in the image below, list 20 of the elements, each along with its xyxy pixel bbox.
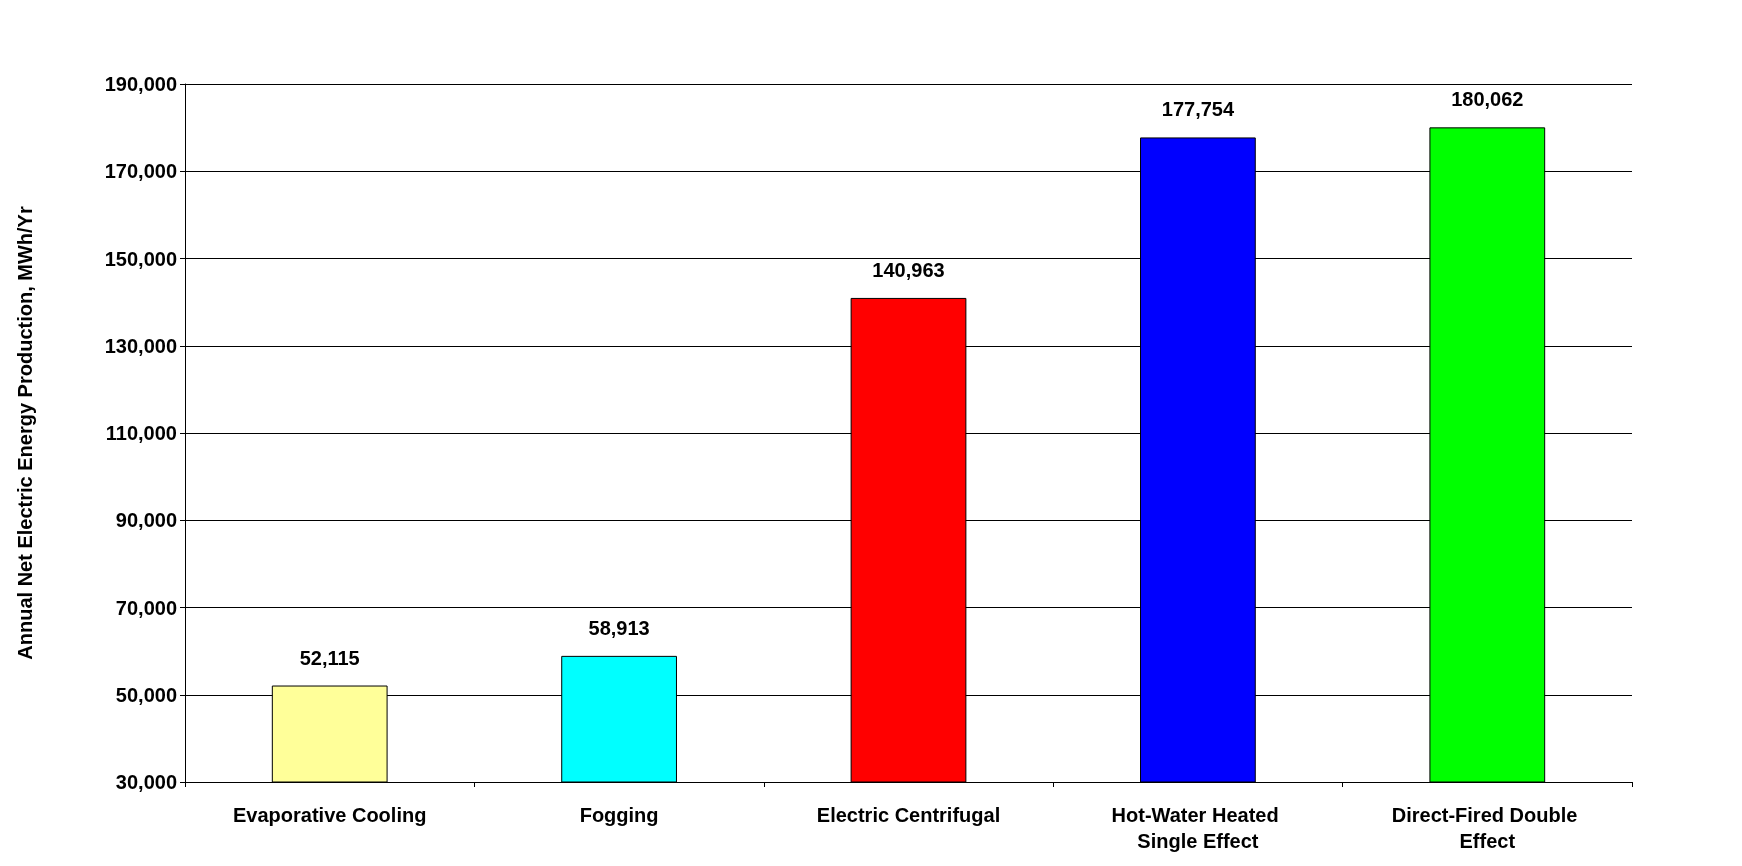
y-tick-label: 170,000 <box>104 160 177 183</box>
y-tick-label: 50,000 <box>115 683 177 706</box>
y-tick-label: 70,000 <box>115 596 177 619</box>
y-tick-label: 30,000 <box>115 771 177 793</box>
y-tick-label: 90,000 <box>115 509 177 532</box>
data-label: 58,913 <box>588 616 650 639</box>
y-tick-label: 110,000 <box>105 422 177 444</box>
data-label: 52,115 <box>299 646 360 669</box>
x-tick-label: Evaporative Cooling <box>233 804 427 826</box>
y-tick-label: 190,000 <box>104 73 177 95</box>
y-tick-label: 130,000 <box>104 334 177 357</box>
x-tick-label: Fogging <box>579 804 659 826</box>
data-label: 140,963 <box>872 258 945 281</box>
y-tick-label: 150,000 <box>104 247 177 270</box>
x-tick-label: Electric Centrifugal <box>816 804 1001 826</box>
x-tick-label: Direct-Fired Double Effect <box>1391 804 1583 852</box>
data-label: 180,062 <box>1451 88 1524 111</box>
data-label: 177,754 <box>1161 98 1235 121</box>
x-tick-label: Hot-Water Heated Single Effect <box>1111 804 1285 852</box>
y-axis-title: Annual Net Electric Energy Production, MWh/Yr <box>14 206 36 660</box>
